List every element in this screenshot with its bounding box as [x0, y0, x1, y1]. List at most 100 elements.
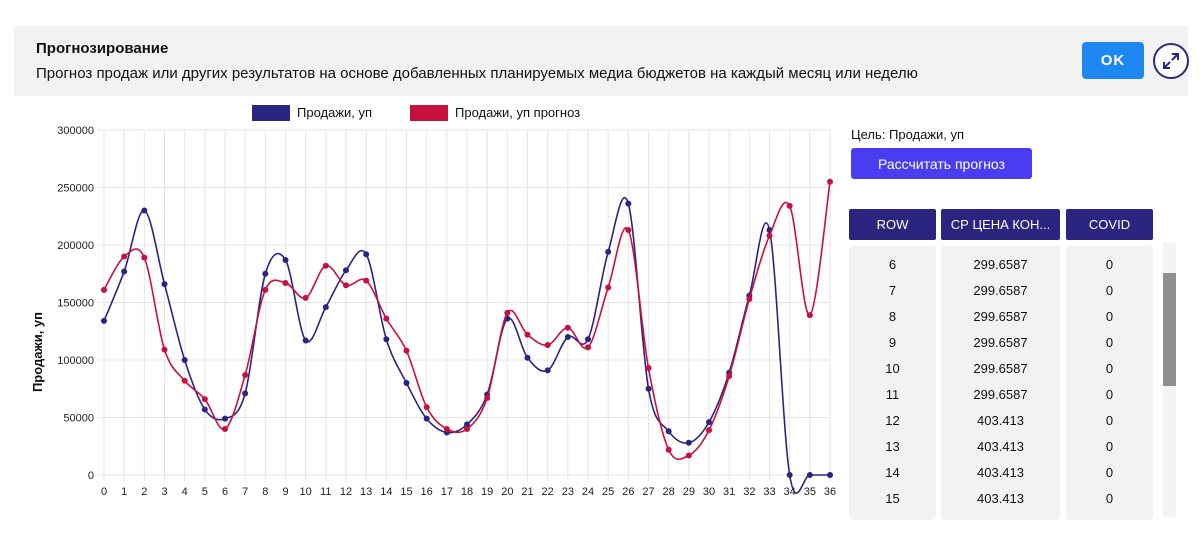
table-cell: 13: [885, 439, 900, 454]
x-tick-label: 6: [222, 486, 228, 498]
data-point-forecast[interactable]: [605, 284, 612, 291]
column-header-covid[interactable]: COVID: [1066, 209, 1153, 240]
data-point-forecast[interactable]: [484, 394, 491, 401]
data-point-actual[interactable]: [222, 415, 228, 422]
data-point-actual[interactable]: [827, 472, 833, 478]
data-point-actual[interactable]: [242, 390, 249, 397]
data-point-actual[interactable]: [585, 336, 591, 343]
table-cell: 403.413: [977, 439, 1024, 454]
data-point-forecast[interactable]: [322, 262, 329, 269]
data-point-forecast[interactable]: [645, 365, 652, 372]
data-point-actual[interactable]: [121, 268, 128, 275]
table-cell: 299.6587: [973, 283, 1028, 298]
data-point-forecast[interactable]: [524, 331, 531, 338]
data-point-forecast[interactable]: [625, 227, 632, 234]
table-cell: 15: [885, 491, 900, 506]
table-cell: 0: [1105, 309, 1114, 324]
data-point-forecast[interactable]: [161, 346, 168, 353]
x-tick-label: 15: [400, 486, 412, 498]
data-point-forecast[interactable]: [101, 286, 107, 293]
data-point-actual[interactable]: [282, 256, 289, 263]
data-point-actual[interactable]: [322, 304, 329, 311]
data-point-forecast[interactable]: [766, 232, 773, 239]
data-point-forecast[interactable]: [464, 426, 470, 432]
data-point-forecast[interactable]: [343, 282, 349, 289]
x-tick-label: 1: [121, 486, 127, 498]
data-point-forecast[interactable]: [786, 202, 793, 209]
x-tick-label: 10: [300, 486, 312, 498]
banner-title: Прогнозирование: [36, 40, 169, 57]
column-header-row[interactable]: ROW: [849, 209, 936, 240]
data-point-forecast[interactable]: [383, 315, 390, 322]
data-point-actual[interactable]: [262, 270, 269, 277]
data-point-actual[interactable]: [423, 415, 430, 422]
data-point-actual[interactable]: [685, 439, 692, 446]
data-point-actual[interactable]: [343, 267, 349, 274]
x-tick-label: 12: [340, 486, 352, 498]
data-point-actual[interactable]: [544, 367, 551, 374]
column-body-covid: 0 0 0 0 0 0 0 0 0 0: [1066, 246, 1153, 520]
data-point-actual[interactable]: [161, 281, 168, 288]
data-point-actual[interactable]: [302, 337, 309, 344]
ok-button[interactable]: OK: [1082, 42, 1144, 79]
data-point-forecast[interactable]: [222, 426, 228, 432]
table-cell: 0: [1105, 257, 1114, 272]
table-scrollbar-thumb[interactable]: [1163, 273, 1176, 386]
data-point-actual[interactable]: [806, 472, 813, 478]
data-point-actual[interactable]: [625, 200, 632, 207]
data-point-forecast[interactable]: [403, 347, 410, 354]
data-point-actual[interactable]: [645, 385, 652, 392]
data-point-forecast[interactable]: [242, 371, 249, 378]
x-tick-label: 32: [743, 486, 755, 498]
data-point-forecast[interactable]: [141, 254, 148, 261]
data-point-forecast[interactable]: [806, 312, 813, 319]
data-point-forecast[interactable]: [181, 377, 188, 384]
data-point-forecast[interactable]: [585, 344, 591, 351]
data-point-forecast[interactable]: [665, 446, 672, 453]
data-point-actual[interactable]: [786, 472, 793, 478]
data-point-forecast[interactable]: [504, 309, 511, 316]
expand-button[interactable]: [1153, 43, 1189, 79]
data-point-forecast[interactable]: [544, 342, 551, 349]
data-point-forecast[interactable]: [262, 286, 269, 293]
data-point-forecast[interactable]: [827, 178, 833, 185]
data-point-forecast[interactable]: [746, 296, 753, 303]
data-point-actual[interactable]: [201, 406, 208, 413]
data-point-actual[interactable]: [464, 421, 470, 428]
data-point-forecast[interactable]: [443, 426, 450, 432]
data-point-actual[interactable]: [363, 251, 370, 258]
data-point-actual[interactable]: [383, 336, 390, 343]
column-header-price[interactable]: СР ЦЕНА КОН...: [941, 209, 1060, 240]
data-point-forecast[interactable]: [726, 373, 733, 380]
data-point-actual[interactable]: [524, 354, 531, 361]
data-point-actual[interactable]: [605, 248, 612, 255]
data-point-forecast[interactable]: [363, 277, 370, 284]
y-tick-label: 50000: [63, 413, 94, 425]
x-tick-label: 30: [703, 486, 715, 498]
data-point-forecast[interactable]: [706, 427, 712, 434]
data-point-forecast[interactable]: [302, 294, 309, 301]
table-cell: 403.413: [977, 465, 1024, 480]
x-tick-label: 9: [282, 486, 288, 498]
data-point-actual[interactable]: [141, 207, 148, 214]
data-point-actual[interactable]: [564, 334, 571, 340]
data-point-forecast[interactable]: [282, 279, 289, 286]
data-point-forecast[interactable]: [423, 404, 430, 411]
data-point-forecast[interactable]: [201, 396, 208, 403]
x-tick-label: 17: [441, 486, 453, 498]
data-point-actual[interactable]: [181, 357, 188, 363]
calculate-forecast-button[interactable]: Рассчитать прогноз: [851, 148, 1032, 179]
data-point-forecast[interactable]: [121, 253, 128, 260]
target-label: Цель: Продажи, уп: [851, 127, 965, 142]
table-cell: 299.6587: [973, 361, 1028, 376]
data-point-actual[interactable]: [665, 428, 672, 435]
x-tick-label: 16: [421, 486, 433, 498]
data-point-forecast[interactable]: [685, 452, 692, 459]
data-point-actual[interactable]: [403, 380, 410, 386]
data-point-forecast[interactable]: [564, 324, 571, 331]
data-point-actual[interactable]: [706, 419, 712, 426]
x-tick-label: 18: [461, 486, 473, 498]
data-point-actual[interactable]: [101, 317, 107, 324]
factors-table: ROW 6 7 8 9 10 11 12 13 14 15 СР ЦЕНА КОН... 299.…: [849, 209, 1179, 520]
